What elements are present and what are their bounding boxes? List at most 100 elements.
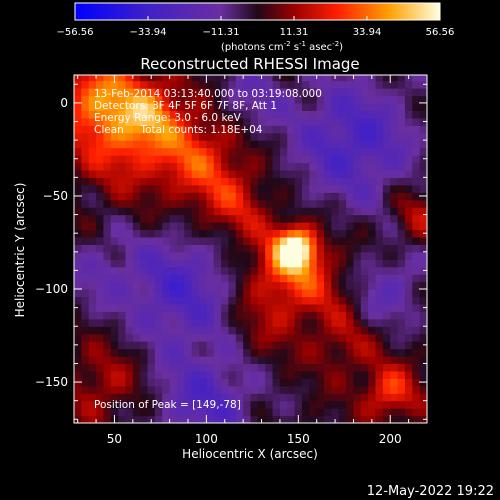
heatmap-cell — [404, 333, 413, 342]
heatmap-cell — [162, 363, 171, 372]
heatmap-cell — [375, 281, 384, 290]
heatmap-cell — [382, 311, 391, 320]
y-axis-label: Heliocentric Y (arcsec) — [13, 183, 27, 318]
heatmap-cell — [250, 199, 259, 208]
heatmap-cell — [279, 274, 288, 283]
heatmap-cell — [110, 117, 119, 126]
heatmap-cell — [221, 348, 230, 357]
heatmap-cell — [118, 363, 127, 372]
heatmap-cell — [257, 117, 266, 126]
heatmap-cell — [324, 296, 332, 305]
heatmap-cell — [132, 214, 141, 223]
heatmap-cell — [397, 95, 406, 104]
heatmap-cell — [309, 169, 318, 178]
heatmap-cell — [110, 199, 119, 208]
heatmap-cell — [257, 236, 266, 245]
heatmap-cell — [257, 326, 266, 335]
heatmap-cell — [257, 393, 266, 402]
heatmap-cell — [213, 117, 222, 126]
heatmap-cell — [125, 207, 134, 216]
heatmap-cell — [279, 385, 288, 394]
heatmap-cell — [397, 80, 406, 89]
heatmap-cell — [375, 296, 384, 305]
heatmap-cell — [199, 415, 207, 423]
heatmap-cell — [331, 140, 340, 149]
heatmap-cell — [309, 102, 318, 111]
heatmap-cell — [309, 318, 318, 327]
heatmap-cell — [404, 378, 413, 387]
heatmap-cell — [265, 80, 274, 89]
heatmap-cell — [360, 80, 369, 89]
heatmap-cell — [404, 274, 413, 283]
heatmap-cell — [360, 155, 369, 164]
heatmap-cell — [324, 102, 332, 111]
heatmap-cell — [265, 147, 274, 156]
heatmap-cell — [88, 102, 97, 111]
heatmap-cell — [279, 259, 288, 268]
heatmap-cell — [235, 289, 244, 298]
heatmap-cell — [81, 140, 90, 149]
heatmap-cell — [206, 222, 215, 231]
heatmap-cell — [412, 117, 421, 126]
heatmap-cell — [228, 192, 237, 201]
heatmap-cell — [390, 199, 399, 208]
heatmap-cell — [265, 333, 274, 342]
heatmap-cell — [353, 155, 362, 164]
heatmap-cell — [169, 348, 178, 357]
heatmap-cell — [316, 341, 325, 350]
heatmap-cell — [221, 341, 230, 350]
heatmap-cell — [184, 169, 193, 178]
heatmap-cell — [191, 199, 200, 208]
heatmap-cell — [301, 199, 310, 208]
heatmap-cell — [390, 378, 399, 387]
heatmap-cell — [162, 415, 171, 423]
heatmap-cell — [81, 259, 90, 268]
heatmap-cell — [140, 162, 149, 171]
heatmap-cell — [368, 222, 377, 231]
heatmap-cell — [250, 251, 259, 260]
heatmap-cell — [338, 177, 347, 186]
heatmap-cell — [176, 400, 185, 409]
heatmap-cell — [301, 207, 310, 216]
heatmap-cell — [221, 378, 230, 387]
heatmap-cell — [272, 333, 281, 342]
heatmap-cell — [265, 385, 274, 394]
heatmap-cell — [257, 244, 266, 253]
heatmap-cell — [88, 274, 97, 283]
heatmap-cell — [184, 222, 193, 231]
heatmap-cell — [162, 393, 171, 402]
heatmap-cell — [184, 259, 193, 268]
heatmap-cell — [287, 385, 296, 394]
heatmap-cell — [412, 75, 421, 82]
heatmap-cell — [191, 177, 200, 186]
heatmap-cell — [125, 222, 134, 231]
heatmap-cell — [147, 326, 156, 335]
heatmap-cell — [81, 370, 90, 379]
heatmap-cell — [250, 378, 259, 387]
heatmap-cell — [184, 184, 193, 193]
heatmap-cell — [382, 266, 391, 275]
heatmap-cell — [353, 192, 362, 201]
heatmap-cell — [346, 259, 355, 268]
heatmap-cell — [103, 236, 112, 245]
heatmap-cell — [287, 236, 296, 245]
heatmap-cell — [154, 341, 163, 350]
heatmap-cell — [346, 251, 355, 260]
heatmap-cell — [228, 370, 237, 379]
heatmap-cell — [88, 117, 97, 126]
heatmap-cell — [162, 75, 171, 82]
heatmap-cell — [74, 207, 82, 216]
heatmap-cell — [338, 132, 347, 141]
heatmap-cell — [331, 117, 340, 126]
heatmap-cell — [118, 169, 127, 178]
heatmap-cell — [412, 207, 421, 216]
heatmap-cell — [235, 229, 244, 238]
heatmap-cell — [265, 214, 274, 223]
heatmap-cell — [375, 75, 384, 82]
heatmap-cell — [228, 259, 237, 268]
heatmap-cell — [96, 370, 105, 379]
heatmap-cell — [346, 95, 355, 104]
heatmap-cell — [243, 311, 252, 320]
heatmap-cell — [81, 333, 90, 342]
heatmap-cell — [324, 184, 332, 193]
